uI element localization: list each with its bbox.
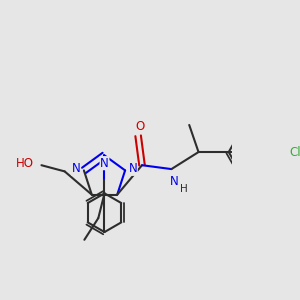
Text: N: N <box>128 162 137 175</box>
Text: Cl: Cl <box>290 146 300 159</box>
Text: N: N <box>100 157 109 170</box>
Text: N: N <box>170 175 179 188</box>
Text: H: H <box>180 184 188 194</box>
Text: N: N <box>72 162 80 175</box>
Text: O: O <box>135 120 144 133</box>
Text: HO: HO <box>16 157 34 170</box>
